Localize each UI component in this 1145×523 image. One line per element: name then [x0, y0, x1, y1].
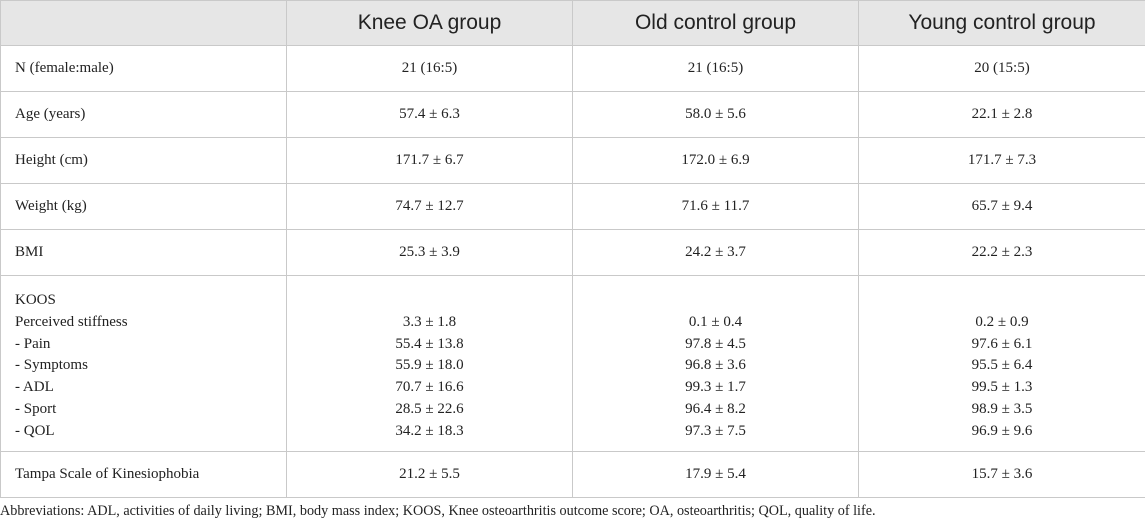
table-cell: 34.2 ± 18.3	[395, 422, 464, 439]
row-label: BMI	[0, 229, 287, 276]
table-cell: 15.7 ± 3.6	[858, 451, 1145, 498]
header-knee-oa-group: Knee OA group	[286, 0, 573, 46]
koos-item-label: - Symptoms	[15, 357, 88, 374]
table-cell: 58.0 ± 5.6	[572, 91, 859, 138]
row-label: Age (years)	[0, 91, 287, 138]
koos-item-label: - Sport	[15, 400, 57, 417]
table-cell: 21 (16:5)	[572, 45, 859, 92]
table-row: Height (cm) 171.7 ± 6.7 172.0 ± 6.9 171.…	[0, 137, 1145, 184]
row-label: Weight (kg)	[0, 183, 287, 230]
table-cell: 25.3 ± 3.9	[286, 229, 573, 276]
abbreviations-footnote: Abbreviations: ADL, activities of daily …	[0, 503, 876, 519]
table-cell: 55.4 ± 13.8	[395, 335, 464, 352]
koos-item-label: - Pain	[15, 335, 51, 352]
table-cell: 22.1 ± 2.8	[858, 91, 1145, 138]
table-cell: 97.8 ± 4.5	[685, 335, 746, 352]
table-cell: 21.2 ± 5.5	[286, 451, 573, 498]
table-cell: 95.5 ± 6.4	[971, 357, 1033, 374]
row-label: Tampa Scale of Kinesiophobia	[0, 451, 287, 498]
table-cell: 99.3 ± 1.7	[685, 379, 746, 396]
table-cell: 0.1 ± 0.4	[688, 313, 743, 330]
header-row: Knee OA group Old control group Young co…	[0, 0, 1145, 46]
koos-item-label: - ADL	[15, 379, 54, 396]
koos-young-control-values: 0.2 ± 0.9 97.6 ± 6.1 95.5 ± 6.4 99.5 ± 1…	[858, 275, 1145, 452]
table-cell: 172.0 ± 6.9	[572, 137, 859, 184]
header-blank	[0, 0, 287, 46]
table-row: BMI 25.3 ± 3.9 24.2 ± 3.7 22.2 ± 2.3	[0, 229, 1145, 276]
table-cell: 99.5 ± 1.3	[971, 379, 1033, 396]
table-row: Weight (kg) 74.7 ± 12.7 71.6 ± 11.7 65.7…	[0, 183, 1145, 230]
table-cell: 97.6 ± 6.1	[971, 335, 1033, 352]
koos-item-label: - QOL	[15, 422, 55, 439]
row-label: Height (cm)	[0, 137, 287, 184]
table-cell: 96.9 ± 9.6	[971, 422, 1033, 439]
table-cell: 24.2 ± 3.7	[572, 229, 859, 276]
table-cell: 98.9 ± 3.5	[971, 400, 1033, 417]
table-cell: 171.7 ± 7.3	[858, 137, 1145, 184]
table-cell: 21 (16:5)	[286, 45, 573, 92]
table-cell: 20 (15:5)	[858, 45, 1145, 92]
table-cell: 57.4 ± 6.3	[286, 91, 573, 138]
table-cell: 22.2 ± 2.3	[858, 229, 1145, 276]
koos-heading: KOOS	[15, 292, 56, 308]
koos-old-control-values: 0.1 ± 0.4 97.8 ± 4.5 96.8 ± 3.6 99.3 ± 1…	[572, 275, 859, 452]
demographics-table: Knee OA group Old control group Young co…	[0, 0, 1145, 498]
table-cell: 96.8 ± 3.6	[685, 357, 746, 374]
koos-knee-oa-values: 3.3 ± 1.8 55.4 ± 13.8 55.9 ± 18.0 70.7 ±…	[286, 275, 573, 452]
header-old-control-group: Old control group	[572, 0, 859, 46]
table-cell: 17.9 ± 5.4	[572, 451, 859, 498]
row-label: N (female:male)	[0, 45, 287, 92]
table-cell: 97.3 ± 7.5	[685, 422, 746, 439]
table-cell: 28.5 ± 22.6	[395, 400, 464, 417]
table-cell: 171.7 ± 6.7	[286, 137, 573, 184]
table-cell: 74.7 ± 12.7	[286, 183, 573, 230]
table-cell: 0.2 ± 0.9	[975, 313, 1029, 330]
table-row: Age (years) 57.4 ± 6.3 58.0 ± 5.6 22.1 ±…	[0, 91, 1145, 138]
table-cell: 55.9 ± 18.0	[395, 357, 464, 374]
table-cell: 96.4 ± 8.2	[685, 400, 746, 417]
koos-labels: KOOS Perceived stiffness - Pain - Sympto…	[0, 275, 287, 452]
table-cell: 65.7 ± 9.4	[858, 183, 1145, 230]
koos-item-label: Perceived stiffness	[15, 313, 128, 330]
header-young-control-group: Young control group	[858, 0, 1145, 46]
table-cell: 3.3 ± 1.8	[402, 313, 457, 330]
koos-row: KOOS Perceived stiffness - Pain - Sympto…	[0, 275, 1145, 452]
table-row: N (female:male) 21 (16:5) 21 (16:5) 20 (…	[0, 45, 1145, 92]
table-cell: 71.6 ± 11.7	[572, 183, 859, 230]
table-cell: 70.7 ± 16.6	[395, 379, 464, 396]
table-row: Tampa Scale of Kinesiophobia 21.2 ± 5.5 …	[0, 451, 1145, 498]
